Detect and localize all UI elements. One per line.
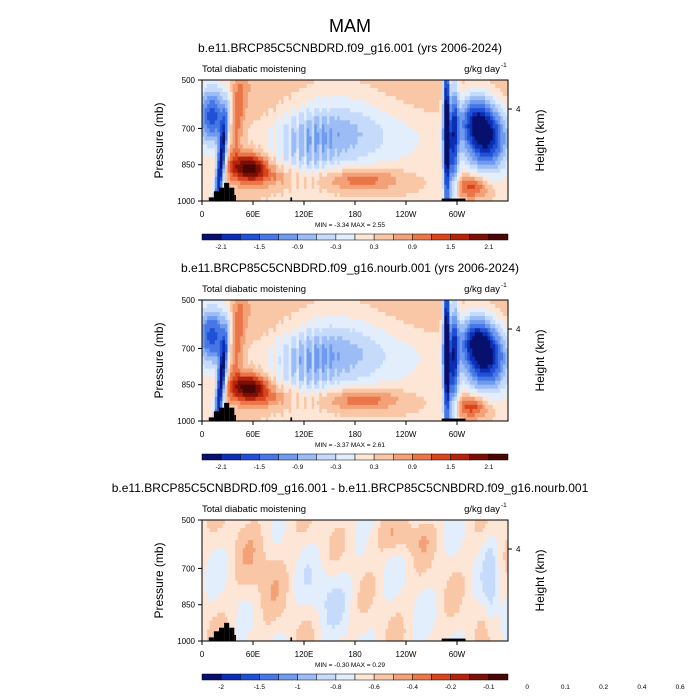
panel-title: b.e11.BRCP85C5CNBDRD.f09_g16.nourb.001 (… — [181, 261, 519, 275]
variable-label: Total diabatic moistening — [202, 284, 306, 295]
units-exponent: -1 — [501, 282, 507, 289]
x-tick-label: 60W — [449, 210, 466, 219]
panel-title: b.e11.BRCP85C5CNBDRD.f09_g16.001 (yrs 20… — [198, 41, 502, 55]
colorbar-tick-label: -2.1 — [216, 244, 228, 251]
units-label: g/kg day — [464, 64, 500, 75]
right-axis-label: Height (km) — [533, 109, 547, 171]
panel-2: b.e11.BRCP85C5CNBDRD.f09_g16.nourb.001 (… — [152, 261, 547, 471]
land-mask — [209, 197, 214, 201]
x-tick-label: 180 — [348, 210, 362, 219]
colorbar-swatch — [432, 234, 451, 240]
colorbar: -2.1 -1.5 -0.9 -0.3 0.3 0.9 1.5 2.1 — [202, 234, 508, 251]
x-tick-label: 60E — [246, 210, 260, 219]
panel-1: b.e11.BRCP85C5CNBDRD.f09_g16.001 (yrs 20… — [152, 41, 547, 251]
y-axis-label: Pressure (mb) — [152, 102, 166, 178]
y-tick-label: 500 — [182, 76, 196, 85]
colorbar-tick-label: 2.1 — [484, 244, 493, 251]
units-label: g/kg day — [464, 284, 500, 295]
colorbar-swatch — [470, 234, 489, 240]
colorbar-swatch — [317, 234, 336, 240]
colorbar-tick-label: 1.5 — [446, 244, 455, 251]
land-mask — [214, 191, 219, 201]
panels: b.e11.BRCP85C5CNBDRD.f09_g16.001 (yrs 20… — [112, 41, 700, 691]
colorbar-swatch — [374, 234, 393, 240]
variable-label: Total diabatic moistening — [202, 64, 306, 75]
colorbar-swatch — [279, 234, 298, 240]
units-exponent: -1 — [501, 62, 507, 69]
colorbar-swatch — [355, 234, 374, 240]
right-tick-label: 4 — [516, 105, 521, 114]
land-mask — [290, 197, 292, 201]
x-tick-label: 120E — [295, 210, 314, 219]
y-tick-label: 1000 — [177, 197, 195, 206]
colorbar-swatch — [259, 234, 278, 240]
colorbar-swatch — [298, 234, 317, 240]
colorbar-tick-label: -0.9 — [292, 244, 304, 251]
field-shading — [202, 80, 509, 202]
colorbar-tick-label: -1.5 — [254, 244, 266, 251]
colorbar-tick-label: -0.3 — [330, 244, 342, 251]
colorbar-swatch — [451, 234, 470, 240]
colorbar-swatch — [202, 234, 221, 240]
land-mask — [229, 188, 234, 201]
x-tick-label: 120W — [396, 210, 417, 219]
colorbar-swatch — [336, 234, 355, 240]
land-mask — [219, 188, 224, 201]
colorbar-swatch — [393, 234, 412, 240]
x-tick-label: 0 — [200, 210, 205, 219]
land-mask — [224, 183, 229, 201]
y-tick-label: 850 — [182, 161, 196, 170]
field-shading — [202, 300, 509, 422]
colorbar-tick-label: 0.3 — [370, 244, 379, 251]
season-title: MAM — [329, 16, 371, 36]
colorbar-swatch — [221, 234, 240, 240]
y-tick-label: 700 — [182, 124, 196, 133]
min-max-stats: MIN = -3.34 MAX = 2.55 — [315, 222, 385, 229]
colorbar-swatch — [240, 234, 259, 240]
colorbar-tick-label: 0.9 — [408, 244, 417, 251]
colorbar-swatch — [412, 234, 431, 240]
colorbar-swatch — [489, 234, 508, 240]
land-mask — [234, 195, 236, 201]
